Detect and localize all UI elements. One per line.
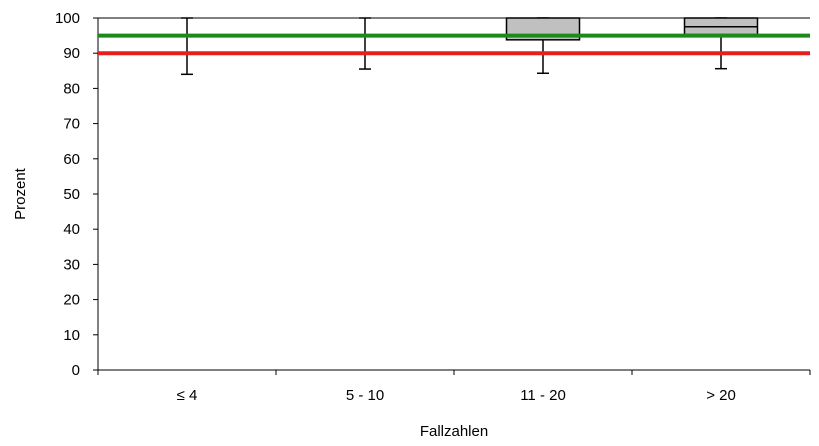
y-tick-label: 50 (63, 186, 80, 203)
box-group (505, 17, 581, 75)
y-ticks: 0 10 20 30 40 50 60 70 80 90 100 (55, 10, 98, 379)
x-axis-title: Fallzahlen (420, 423, 488, 440)
x-tick-label: 5 - 10 (346, 387, 384, 404)
y-tick-label: 90 (63, 45, 80, 62)
x-tick-label: > 20 (706, 387, 736, 404)
y-tick-label: 30 (63, 256, 80, 273)
y-axis-title: Prozent (12, 167, 29, 220)
y-tick-label: 10 (63, 327, 80, 344)
y-tick-label: 40 (63, 221, 80, 238)
y-tick-label: 100 (55, 10, 80, 27)
x-tick-label: ≤ 4 (177, 387, 198, 404)
x-tick-label: 11 - 20 (520, 387, 566, 404)
x-ticks: ≤ 4 5 - 10 11 - 20 > 20 (97, 370, 811, 404)
y-tick-label: 70 (63, 116, 80, 133)
reference-lines-layer (98, 33, 810, 56)
y-tick-label: 60 (63, 151, 80, 168)
axes-layer (97, 17, 810, 371)
y-tick-label: 80 (63, 80, 80, 97)
box-group (683, 17, 759, 70)
box-group (359, 17, 371, 70)
y-tick-label: 20 (63, 292, 80, 309)
y-tick-label: 0 (72, 362, 80, 379)
box-group (181, 17, 193, 76)
boxes-layer (181, 17, 759, 76)
